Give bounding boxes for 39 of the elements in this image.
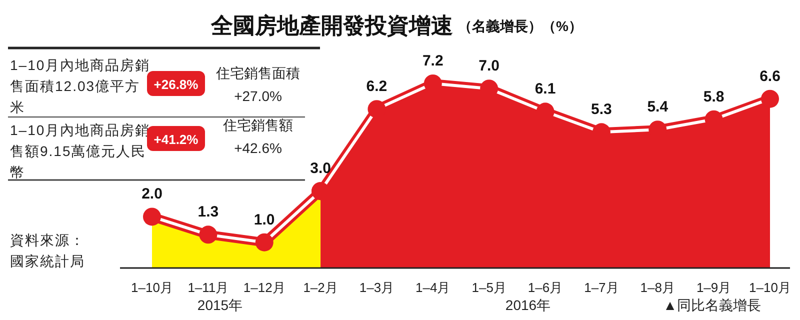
text: 2016年 <box>505 297 551 313</box>
annotation: +27.0% <box>234 88 282 104</box>
data-label: 2.0 <box>142 186 162 203</box>
annotation: 住宅銷售額 <box>222 117 293 133</box>
x-tick-label: 1–11月 <box>188 280 229 295</box>
annotation: +42.6% <box>234 140 282 156</box>
data-label: 6.1 <box>534 80 556 98</box>
annotation: 1–10月內地商品房銷售面積12.03億平方米 <box>10 57 150 115</box>
x-tick-label: 1–12月 <box>243 280 286 295</box>
x-tick-label: 1–8月 <box>640 280 675 295</box>
x-tick-label: 1–9月 <box>696 280 732 295</box>
chart-title: 全國房地產開發投資增速 <box>210 13 453 38</box>
chart-subtitle: （名義增長）（%） <box>458 18 582 34</box>
data-label: 5.4 <box>647 98 669 116</box>
text: 住宅銷售面積 <box>215 65 300 81</box>
annotation: +41.2% <box>154 132 199 147</box>
data-label: 6.2 <box>366 78 388 96</box>
data-label: 1.0 <box>254 211 275 228</box>
point <box>761 90 779 108</box>
text: 2015年 <box>197 297 243 313</box>
x-tick-label: 1–6月 <box>528 280 563 295</box>
data-label: 5.3 <box>591 101 612 118</box>
x-tick-label: 1–3月 <box>359 280 394 295</box>
source-note: 資料來源：國家統計局 <box>10 232 85 269</box>
annotation: +26.8% <box>154 77 199 92</box>
point <box>368 100 386 118</box>
x-tick-label: 1–5月 <box>472 280 506 295</box>
x-tick-label: 1–7月 <box>584 280 619 295</box>
data-label: 7.0 <box>478 58 500 75</box>
data-label: 1.3 <box>198 204 219 221</box>
x-tick-label: 1–10月 <box>749 280 791 295</box>
data-label: 3.0 <box>310 160 331 178</box>
data-label: 7.2 <box>422 52 444 70</box>
x-tick-label: 1–2月 <box>303 280 338 295</box>
data-label: 5.8 <box>703 88 724 106</box>
text: ▲同比名義增長 <box>663 297 761 313</box>
x-tick-label: 1–4月 <box>416 280 450 295</box>
x-tick-label: 1–10月 <box>131 280 173 295</box>
data-label: 6.6 <box>760 68 780 85</box>
